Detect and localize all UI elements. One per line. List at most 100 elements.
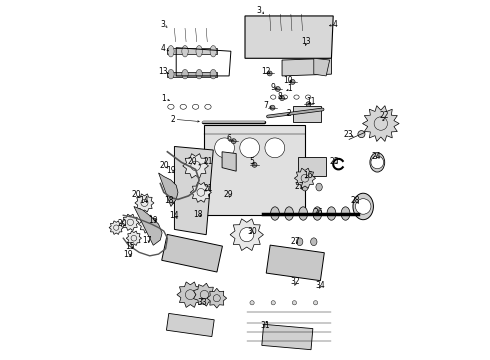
Ellipse shape: [294, 95, 299, 99]
Circle shape: [185, 290, 195, 300]
Text: 20: 20: [131, 190, 141, 199]
Circle shape: [314, 301, 318, 305]
Circle shape: [231, 139, 236, 144]
Text: 20: 20: [188, 157, 197, 166]
Circle shape: [215, 138, 234, 158]
Ellipse shape: [316, 183, 322, 191]
Polygon shape: [298, 157, 326, 176]
Ellipse shape: [182, 45, 188, 57]
Text: 4: 4: [161, 44, 166, 53]
Circle shape: [280, 96, 285, 100]
Text: 11: 11: [307, 97, 316, 106]
Ellipse shape: [210, 45, 217, 57]
Polygon shape: [134, 207, 162, 245]
Circle shape: [252, 162, 257, 167]
Bar: [270, 45, 326, 51]
Polygon shape: [177, 282, 204, 307]
Ellipse shape: [302, 183, 308, 191]
Text: 6: 6: [227, 134, 232, 143]
Ellipse shape: [282, 95, 288, 99]
Circle shape: [374, 117, 388, 130]
Ellipse shape: [287, 42, 293, 53]
Text: 17: 17: [142, 236, 152, 245]
Text: 29: 29: [223, 190, 233, 199]
Circle shape: [141, 199, 148, 207]
Circle shape: [290, 80, 295, 84]
Circle shape: [275, 86, 280, 91]
Text: 22: 22: [380, 111, 390, 120]
Text: 19: 19: [123, 250, 133, 259]
Polygon shape: [266, 245, 324, 281]
Text: 15: 15: [125, 242, 135, 251]
Ellipse shape: [299, 207, 308, 220]
Text: 3: 3: [257, 6, 262, 15]
Circle shape: [355, 199, 371, 214]
Text: 24: 24: [371, 152, 381, 161]
Text: 4: 4: [333, 19, 338, 28]
Ellipse shape: [270, 42, 276, 53]
Text: 8: 8: [277, 91, 282, 100]
Bar: [204, 125, 305, 215]
Ellipse shape: [205, 104, 211, 109]
Text: 14: 14: [169, 211, 178, 220]
Text: 28: 28: [350, 196, 360, 205]
Circle shape: [371, 156, 384, 169]
Circle shape: [191, 161, 200, 171]
Circle shape: [270, 105, 275, 110]
Ellipse shape: [270, 95, 276, 99]
Text: 12: 12: [261, 67, 270, 76]
Text: 33: 33: [197, 298, 207, 307]
Ellipse shape: [319, 42, 326, 53]
Text: 27: 27: [290, 237, 300, 246]
Text: 30: 30: [248, 227, 258, 236]
Text: 14: 14: [140, 196, 149, 205]
Polygon shape: [135, 194, 154, 212]
Bar: [168, 72, 217, 77]
Circle shape: [240, 228, 254, 242]
Polygon shape: [194, 283, 216, 306]
Circle shape: [250, 301, 254, 305]
Text: 26: 26: [314, 208, 323, 217]
Polygon shape: [293, 106, 321, 122]
Text: 2: 2: [287, 109, 292, 118]
Circle shape: [240, 138, 260, 158]
Text: 32: 32: [290, 277, 300, 286]
Polygon shape: [191, 183, 211, 202]
Text: 31: 31: [261, 321, 270, 330]
Ellipse shape: [270, 207, 279, 220]
Polygon shape: [109, 221, 123, 234]
Circle shape: [127, 219, 133, 225]
Circle shape: [197, 189, 205, 196]
Text: 5: 5: [249, 157, 254, 166]
Polygon shape: [183, 154, 208, 178]
Circle shape: [358, 131, 365, 138]
Ellipse shape: [311, 238, 317, 246]
Text: 18: 18: [194, 210, 203, 219]
Polygon shape: [282, 58, 331, 76]
Polygon shape: [122, 214, 139, 230]
Text: 10: 10: [283, 76, 293, 85]
Ellipse shape: [353, 193, 373, 220]
Circle shape: [114, 225, 119, 230]
Text: 13: 13: [158, 67, 168, 76]
Circle shape: [271, 301, 275, 305]
Circle shape: [241, 229, 253, 241]
Text: 20: 20: [118, 219, 127, 228]
Circle shape: [200, 291, 209, 299]
Ellipse shape: [168, 104, 174, 109]
Circle shape: [213, 294, 220, 302]
Polygon shape: [167, 314, 214, 337]
Polygon shape: [174, 147, 213, 235]
Circle shape: [267, 71, 272, 76]
Text: 1: 1: [287, 84, 292, 93]
Circle shape: [306, 102, 311, 107]
Circle shape: [131, 235, 137, 241]
Text: 21: 21: [203, 184, 213, 193]
Bar: [168, 48, 217, 54]
Text: 2: 2: [171, 115, 175, 124]
Ellipse shape: [341, 207, 350, 220]
Text: 9: 9: [271, 83, 276, 92]
Ellipse shape: [196, 69, 202, 79]
Ellipse shape: [193, 104, 199, 109]
Text: 19: 19: [166, 166, 176, 175]
